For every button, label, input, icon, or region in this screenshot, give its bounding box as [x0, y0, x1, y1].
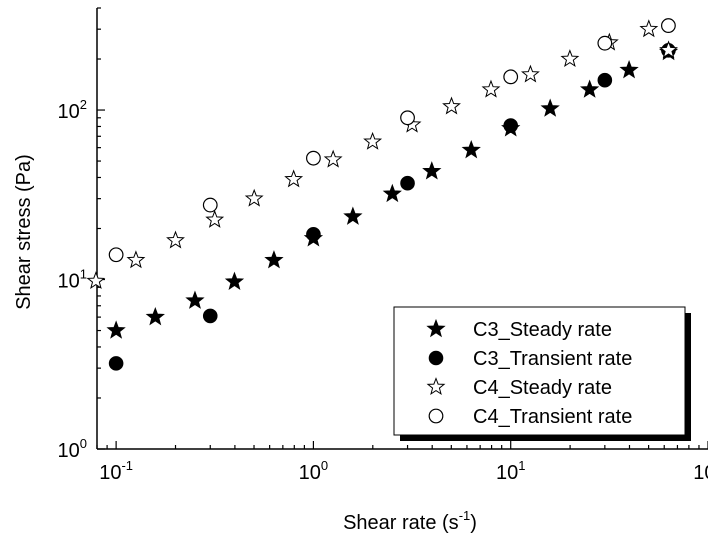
- point-c3-steady-rate: [106, 320, 126, 339]
- point-c3-transient-rate: [108, 356, 124, 371]
- point-c3-steady-rate: [185, 290, 205, 309]
- y-tick-label: 100: [58, 436, 87, 462]
- point-c3-steady-rate: [422, 161, 442, 180]
- point-c3-steady-rate: [382, 183, 402, 203]
- point-c4-steady-rate: [363, 131, 383, 150]
- point-c4-transient-rate: [202, 197, 218, 213]
- point-c4-steady-rate: [244, 188, 264, 207]
- legend-marker-c3-steady-rate: [426, 318, 446, 338]
- point-c4-steady-rate: [284, 169, 304, 188]
- point-c4-steady-rate: [126, 250, 146, 269]
- legend: C3_Steady rate C3_Transient rate C4_Steady…: [393, 306, 691, 441]
- legend-marker-c3-transient-rate: [428, 350, 444, 366]
- point-c4-transient-rate: [306, 150, 321, 166]
- point-c4-steady-rate: [442, 96, 461, 115]
- point-c3-steady-rate: [540, 98, 560, 117]
- point-c3-steady-rate: [343, 206, 363, 225]
- y-axis-title: Shear stress (Pa): [13, 154, 35, 310]
- point-c3-steady-rate: [579, 79, 600, 98]
- x-axis-title: Shear rate (s-1): [343, 508, 477, 534]
- x-tick-label: 101: [496, 458, 525, 484]
- x-tick-label: 100: [299, 458, 328, 484]
- point-c3-steady-rate: [264, 250, 284, 269]
- x-tick-label: 102: [693, 458, 708, 484]
- legend-label: C4_Transient rate: [473, 406, 632, 428]
- point-c3-transient-rate: [400, 175, 415, 191]
- point-c4-steady-rate: [659, 40, 678, 59]
- tick-labels: 10-1 100 101 102 100 101 102: [58, 97, 708, 484]
- point-c4-steady-rate: [86, 271, 106, 290]
- point-c4-steady-rate: [481, 79, 501, 98]
- point-c3-steady-rate: [461, 139, 481, 159]
- point-c4-transient-rate: [503, 69, 519, 85]
- point-c3-transient-rate: [503, 118, 519, 133]
- point-c4-transient-rate: [661, 18, 676, 33]
- y-tick-label: 102: [58, 97, 87, 123]
- point-c3-transient-rate: [597, 72, 613, 88]
- point-c3-transient-rate: [306, 226, 321, 242]
- point-c4-transient-rate: [400, 110, 415, 126]
- x-tick-label: 10-1: [99, 458, 133, 484]
- axis-ticks: [96, 7, 708, 450]
- point-c3-steady-rate: [145, 306, 165, 326]
- point-c4-steady-rate: [166, 230, 185, 249]
- point-c4-steady-rate: [521, 64, 540, 83]
- point-c4-steady-rate: [639, 19, 659, 38]
- point-c3-transient-rate: [202, 308, 218, 324]
- point-c4-steady-rate: [560, 49, 580, 68]
- legend-label: C3_Transient rate: [473, 348, 632, 370]
- point-c3-steady-rate: [619, 59, 639, 79]
- y-tick-label: 101: [58, 267, 87, 293]
- point-c4-steady-rate: [205, 209, 225, 228]
- point-c3-steady-rate: [224, 271, 245, 290]
- legend-label: C4_Steady rate: [473, 377, 612, 399]
- data-points: [86, 18, 679, 371]
- legend-label: C3_Steady rate: [473, 319, 612, 341]
- point-c4-transient-rate: [108, 247, 124, 263]
- point-c4-steady-rate: [323, 149, 343, 168]
- point-c4-transient-rate: [597, 35, 613, 51]
- legend-marker-c4-transient-rate: [428, 408, 444, 424]
- legend-marker-c4-steady-rate: [426, 377, 446, 396]
